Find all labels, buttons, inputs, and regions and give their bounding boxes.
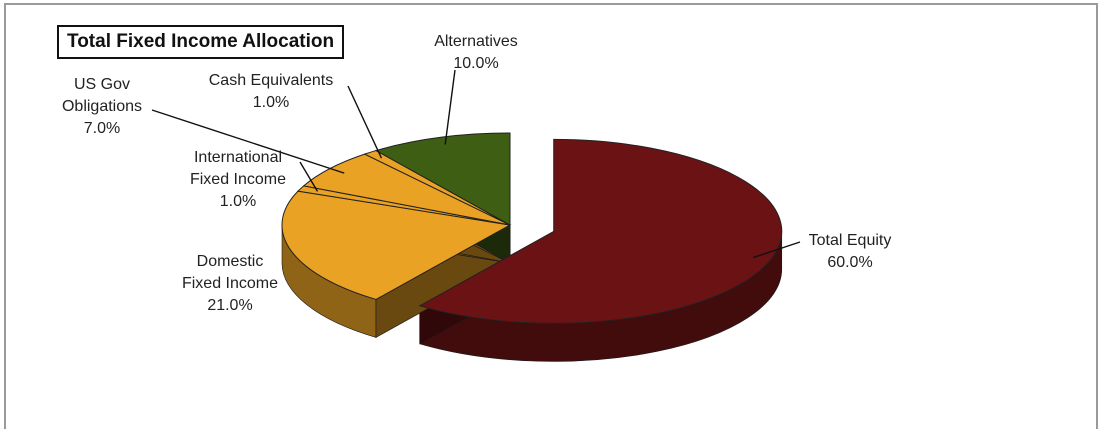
slice-alternatives	[374, 132, 511, 226]
leader-line-total-equity	[753, 241, 801, 259]
slice-label-us-gov-obligations: US Gov Obligations 7.0%	[46, 74, 158, 140]
slice-name: Fixed Income	[189, 171, 287, 188]
slice-label-total-equity: Total Equity 60.0%	[795, 230, 905, 274]
leader-line-us-gov-obligations	[151, 109, 345, 174]
chart-title: Total Fixed Income Allocation	[57, 25, 345, 59]
slice-value: 10.0%	[453, 55, 499, 72]
slice-value: 21.0%	[207, 297, 253, 314]
slice-name: Total Equity	[808, 232, 892, 249]
slice-value: 1.0%	[252, 94, 290, 111]
leader-line-international-fixed-income	[299, 161, 319, 192]
slice-name: US Gov	[73, 76, 130, 93]
pie-tops	[281, 132, 783, 324]
slice-domestic-fixed-income	[281, 190, 512, 300]
leader-lines	[151, 69, 801, 259]
slice-label-cash-equivalents: Cash Equivalents 1.0%	[196, 70, 346, 114]
slice-name: Cash Equivalents	[208, 72, 334, 89]
slice-label-alternatives: Alternatives 10.0%	[414, 31, 538, 75]
slice-label-international-fixed-income: International Fixed Income 1.0%	[170, 147, 306, 213]
slice-name: Fixed Income	[181, 275, 279, 292]
leader-line-alternatives	[444, 69, 456, 145]
slice-value: 7.0%	[83, 120, 121, 137]
slice-total-equity	[418, 138, 783, 324]
slice-name: Obligations	[61, 98, 143, 115]
leader-line-cash-equivalents	[347, 85, 383, 159]
slice-value: 1.0%	[219, 193, 257, 210]
slice-name: Domestic	[196, 253, 264, 270]
slice-name: Alternatives	[434, 33, 518, 50]
slice-name: International	[193, 149, 283, 166]
slice-value: 60.0%	[827, 254, 873, 271]
slice-label-domestic-fixed-income: Domestic Fixed Income 21.0%	[170, 251, 290, 317]
